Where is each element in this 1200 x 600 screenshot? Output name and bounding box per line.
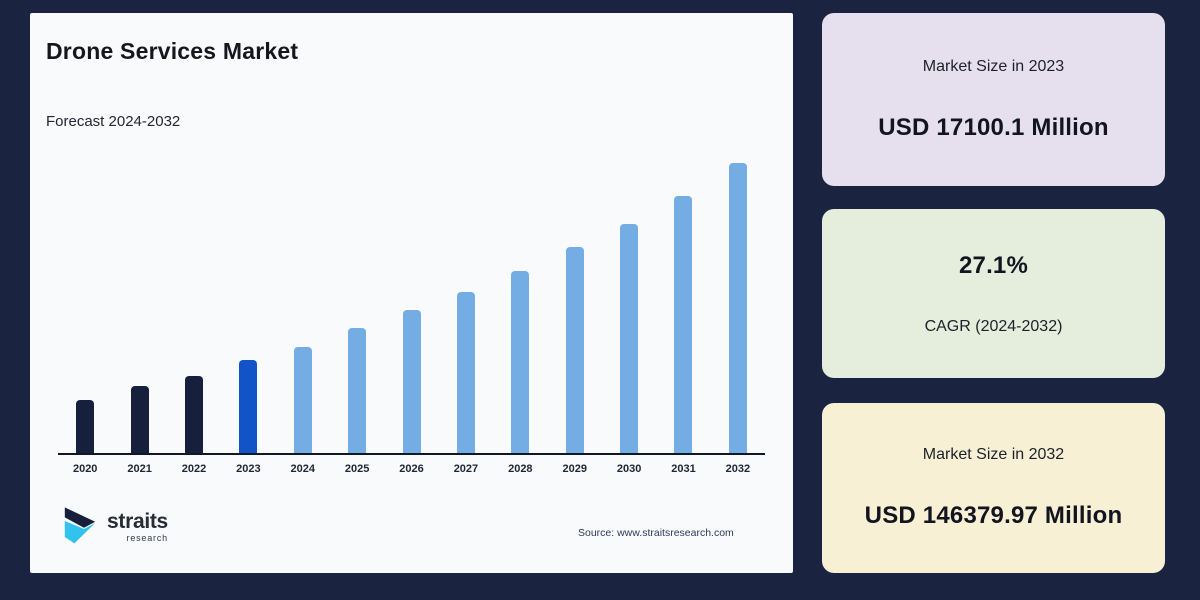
- x-axis-label-2028: 2028: [508, 463, 533, 475]
- bar-column-2024: [276, 347, 330, 453]
- bar-2024: [293, 347, 312, 453]
- bar-2026: [402, 310, 421, 453]
- cagr-label: CAGR (2024-2032): [924, 317, 1063, 335]
- market-size-2023-label: Market Size in 2023: [922, 57, 1065, 75]
- x-axis-label-2029: 2029: [562, 463, 587, 475]
- bar-column-2025: [330, 328, 384, 453]
- bar-column-2021: [112, 386, 166, 453]
- x-axis-label-2027: 2027: [453, 463, 479, 475]
- x-axis-label-2025: 2025: [344, 463, 370, 475]
- x-axis-label-2026: 2026: [399, 463, 424, 475]
- market-size-2032-label: Market Size in 2032: [922, 446, 1065, 463]
- market-size-2023-card: Market Size in 2023 USD 17100.1 Million: [822, 13, 1165, 186]
- bar-2020: [76, 400, 95, 453]
- cagr-value: 27.1%: [958, 251, 1029, 279]
- logo-name: straits: [107, 510, 168, 533]
- bar-2028: [511, 271, 530, 453]
- bar-chart: [58, 153, 765, 455]
- bar-column-2031: [656, 196, 710, 453]
- market-size-2032-card: Market Size in 2032 USD 146379.97 Millio…: [822, 403, 1165, 573]
- bar-2027: [456, 292, 475, 453]
- cagr-card: 27.1% CAGR (2024-2032): [822, 209, 1165, 378]
- x-axis-label-2021: 2021: [127, 463, 152, 475]
- bar-2022: [184, 376, 203, 453]
- market-size-2032-value: USD 146379.97 Million: [864, 502, 1123, 529]
- bar-column-2030: [602, 224, 656, 453]
- chart-panel: Drone Services Market Forecast 2024-2032…: [30, 13, 793, 573]
- x-axis-label-2030: 2030: [616, 463, 642, 475]
- bar-column-2028: [493, 271, 547, 453]
- straits-arrow-icon: [60, 504, 100, 551]
- bar-column-2023: [221, 360, 275, 453]
- bar-column-2027: [439, 292, 493, 453]
- source-attribution: Source: www.straitsresearch.com: [578, 527, 734, 539]
- x-axis-label-2031: 2031: [671, 463, 696, 475]
- bar-2030: [620, 224, 639, 453]
- straits-research-logo: straits research: [60, 504, 168, 551]
- bar-2029: [565, 247, 584, 453]
- logo-subtext: research: [126, 533, 168, 543]
- forecast-subtitle: Forecast 2024-2032: [46, 113, 181, 130]
- x-axis-label-2020: 2020: [72, 463, 98, 475]
- x-axis-label-2023: 2023: [236, 463, 261, 475]
- bar-column-2029: [548, 247, 602, 453]
- bar-2025: [348, 328, 367, 453]
- bar-column-2032: [711, 163, 765, 453]
- x-axis-label-2024: 2024: [290, 463, 315, 475]
- bar-2031: [674, 196, 693, 453]
- logo-text: straits research: [107, 510, 168, 543]
- bar-column-2026: [384, 310, 438, 453]
- x-axis-labels: 2020 2021 2022 2023 2024 2025 2026 2027 2028 2029…: [58, 463, 765, 475]
- bar-2032: [728, 163, 747, 453]
- market-size-2023-value: USD 17100.1 Million: [878, 113, 1109, 141]
- bar-2021: [130, 386, 149, 453]
- bar-column-2020: [58, 400, 112, 453]
- x-axis-label-2032: 2032: [725, 463, 751, 475]
- bar-2023: [239, 360, 258, 453]
- bar-column-2022: [167, 376, 221, 453]
- x-axis-label-2022: 2022: [181, 463, 207, 475]
- page-title: Drone Services Market: [46, 38, 299, 64]
